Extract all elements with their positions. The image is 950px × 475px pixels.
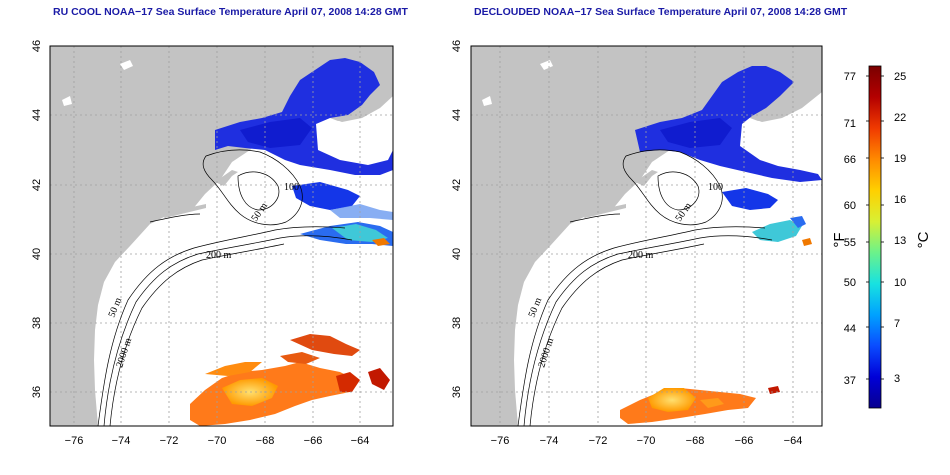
svg-text:36: 36 xyxy=(451,386,463,398)
colorbar-f-tick: 66 xyxy=(844,154,856,166)
lake xyxy=(62,96,72,106)
svg-text:−72: −72 xyxy=(589,435,608,447)
sst-warm-core xyxy=(648,388,696,412)
svg-text:−74: −74 xyxy=(540,435,559,447)
sst-mid-patch xyxy=(790,216,806,228)
nova-scotia xyxy=(742,76,822,122)
sst-cool-patch xyxy=(752,220,802,242)
colorbar-c-tick: 13 xyxy=(894,235,906,247)
sst-blue-streak xyxy=(330,204,393,220)
svg-text:−64: −64 xyxy=(351,435,370,447)
fahrenheit-unit-label: °F xyxy=(831,232,848,247)
colorbar-c-tick: 10 xyxy=(894,277,906,289)
svg-text:−76: −76 xyxy=(491,435,510,447)
svg-text:38: 38 xyxy=(451,317,463,329)
svg-text:40: 40 xyxy=(451,248,463,260)
sst-warm-filament xyxy=(280,352,320,364)
colorbar-c-tick: 7 xyxy=(894,318,900,330)
colorbar-f-tick: 50 xyxy=(844,277,856,289)
svg-text:−72: −72 xyxy=(160,435,179,447)
svg-text:−66: −66 xyxy=(304,435,323,447)
left-panel-title: RU COOL NOAA−17 Sea Surface Temperature … xyxy=(53,6,408,18)
sst-cold-overlay xyxy=(660,118,732,148)
svg-text:−76: −76 xyxy=(65,435,84,447)
contour-label: 100 xyxy=(284,182,299,193)
colorbar-f-tick: 77 xyxy=(844,71,856,83)
sst-warm-filament xyxy=(205,362,262,376)
left-bathymetry-contours xyxy=(97,149,353,427)
colorbar-c-tick: 16 xyxy=(894,194,906,206)
svg-text:36: 36 xyxy=(31,386,43,398)
cape-cod xyxy=(635,170,658,186)
colorbar-c-tick: 3 xyxy=(894,373,900,385)
svg-text:44: 44 xyxy=(31,109,43,121)
svg-text:46: 46 xyxy=(31,40,43,52)
long-island xyxy=(580,204,626,218)
right-bathymetry-contours xyxy=(517,149,773,427)
svg-text:−64: −64 xyxy=(784,435,803,447)
long-island xyxy=(160,204,206,218)
sst-warm-filament xyxy=(700,398,724,408)
sst-warm-spot xyxy=(372,238,390,246)
lake xyxy=(540,60,553,70)
left-lat-ticks: 46 44 42 40 38 36 xyxy=(31,40,43,398)
sst-warm-spot xyxy=(802,238,812,246)
colorbar-gradient xyxy=(868,65,882,409)
lake xyxy=(482,96,492,106)
svg-text:−70: −70 xyxy=(208,435,227,447)
sst-cold-overlay xyxy=(240,118,312,148)
svg-text:40: 40 xyxy=(31,248,43,260)
colorbar-ticks xyxy=(866,75,884,380)
colorbar-c-tick: 19 xyxy=(894,153,906,165)
cape-cod xyxy=(215,170,238,186)
colorbar: 77 71 66 60 55 50 44 37 25 22 19 16 13 1… xyxy=(831,65,932,409)
colorbar-f-tick: 37 xyxy=(844,375,856,387)
right-lat-ticks: 46 44 42 40 38 36 xyxy=(451,40,463,398)
land-mass xyxy=(471,46,822,426)
svg-text:42: 42 xyxy=(31,179,43,191)
contour-label: 200 m xyxy=(628,250,654,261)
svg-text:42: 42 xyxy=(451,179,463,191)
colorbar-f-tick: 71 xyxy=(844,118,856,130)
colorbar-f-tick: 55 xyxy=(844,237,856,249)
svg-text:−66: −66 xyxy=(735,435,754,447)
colorbar-c-tick: 25 xyxy=(894,71,906,83)
colorbar-f-tick: 44 xyxy=(844,323,856,335)
svg-text:−68: −68 xyxy=(686,435,705,447)
left-map-panel: 100 50 m 200 m 50 m 2000 m −76 −74 −72 −… xyxy=(31,40,394,447)
colorbar-f-tick: 60 xyxy=(844,200,856,212)
right-lon-ticks: −76 −74 −72 −70 −68 −66 −64 xyxy=(491,435,803,447)
right-map-panel: 100 50 m 200 m 50 m 2000 m −76 −74 −72 −… xyxy=(451,40,823,447)
lake xyxy=(120,60,133,70)
left-lon-ticks: −76 −74 −72 −70 −68 −66 −64 xyxy=(65,435,370,447)
svg-text:38: 38 xyxy=(31,317,43,329)
sst-cold-gulf-of-maine xyxy=(635,66,822,182)
right-gridlines xyxy=(471,45,822,426)
sst-cold-shelf xyxy=(722,188,778,210)
land-mass xyxy=(50,46,393,426)
svg-text:46: 46 xyxy=(451,40,463,52)
svg-text:−70: −70 xyxy=(637,435,656,447)
sst-hot-edge xyxy=(336,372,360,392)
sst-cold-gulf-of-maine xyxy=(215,58,393,175)
contour-label: 100 xyxy=(708,182,723,193)
svg-text:44: 44 xyxy=(451,109,463,121)
right-panel-title: DECLOUDED NOAA−17 Sea Surface Temperatur… xyxy=(474,6,848,18)
sst-hot-edge xyxy=(368,368,390,390)
svg-text:−68: −68 xyxy=(256,435,275,447)
sst-cold-shelf xyxy=(292,182,360,210)
svg-text:−74: −74 xyxy=(112,435,131,447)
sst-warm-filament xyxy=(290,334,360,356)
colorbar-c-tick: 22 xyxy=(894,112,906,124)
celsius-unit-label: °C xyxy=(915,231,932,248)
contour-label: 200 m xyxy=(206,250,232,261)
